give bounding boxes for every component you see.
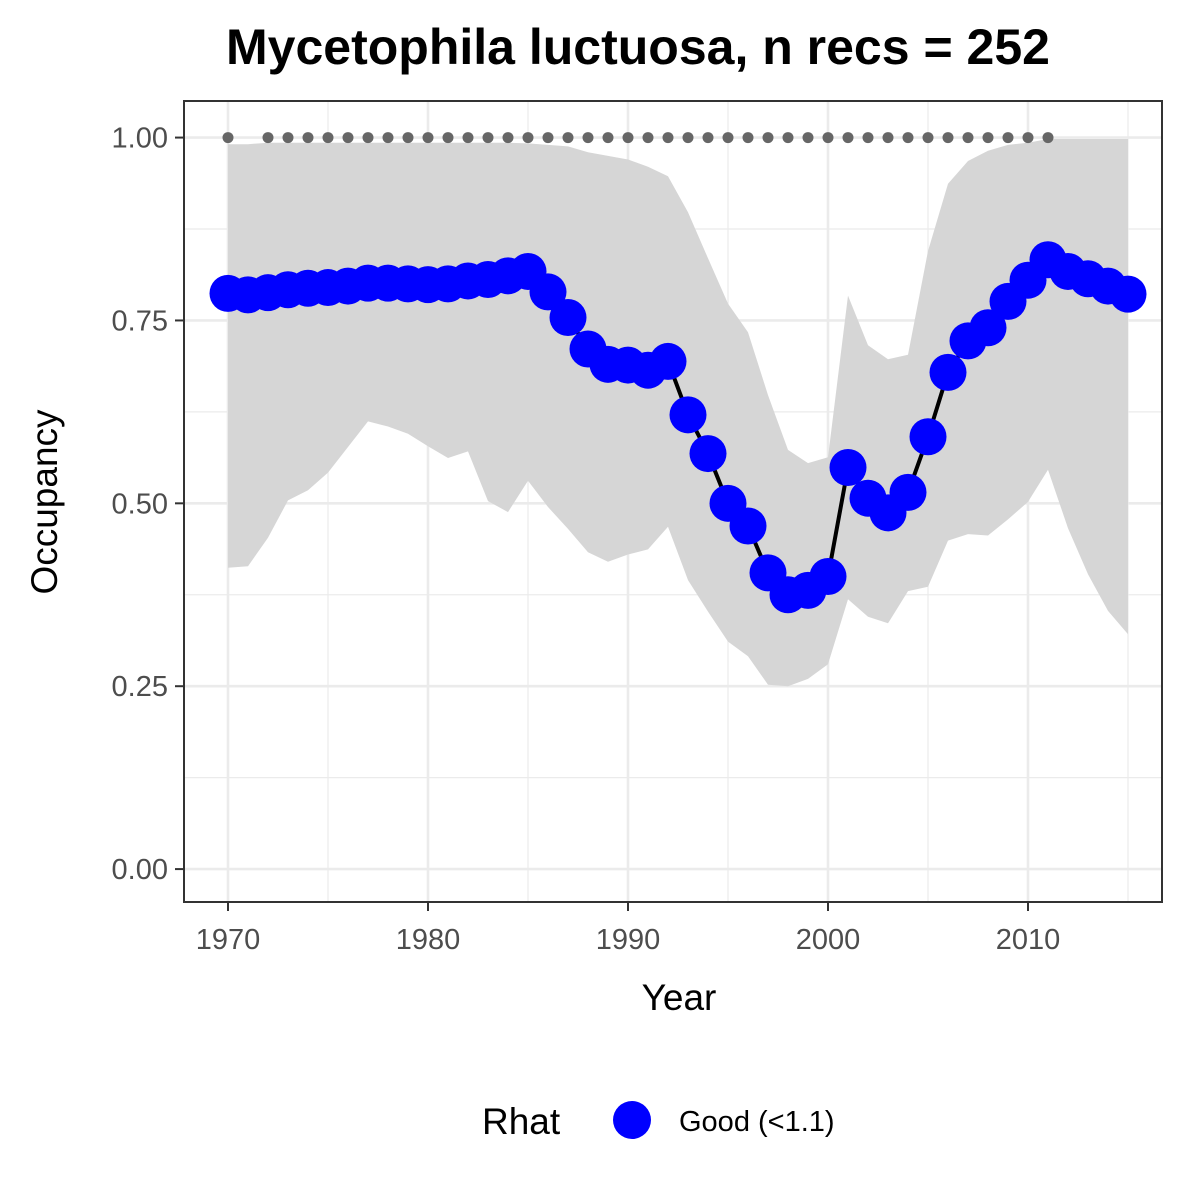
record-dot	[702, 132, 714, 144]
legend: Rhat Good (<1.1)	[482, 1101, 835, 1142]
legend-label-good: Good (<1.1)	[679, 1106, 835, 1138]
data-point	[829, 448, 867, 486]
record-dot	[502, 132, 514, 144]
y-tick-label: 0.25	[112, 671, 168, 703]
record-dot	[722, 132, 734, 144]
x-axis: 1970 1980 1990 2000 2010	[196, 902, 1061, 956]
data-point	[909, 418, 947, 456]
record-dot	[462, 132, 474, 144]
x-tick-label: 2000	[796, 924, 861, 956]
record-dot	[862, 132, 874, 144]
legend-key-good	[613, 1101, 651, 1139]
record-dot	[322, 132, 334, 144]
x-axis-title: Year	[642, 977, 717, 1018]
record-dot	[542, 132, 554, 144]
y-axis-title: Occupancy	[24, 409, 65, 595]
data-point	[529, 273, 567, 311]
x-tick-label: 1980	[396, 924, 461, 956]
record-dot	[682, 132, 694, 144]
record-dot	[1042, 132, 1054, 144]
y-tick-label: 1.00	[112, 123, 168, 155]
data-point	[729, 507, 767, 545]
data-point	[889, 473, 927, 511]
data-point	[929, 353, 967, 391]
chart-title: Mycetophila luctuosa, n recs = 252	[226, 19, 1050, 75]
record-dots	[222, 132, 1054, 144]
x-tick-label: 1990	[596, 924, 661, 956]
panel-border	[183, 100, 1163, 903]
record-dot	[642, 132, 654, 144]
record-dot	[442, 132, 454, 144]
record-dot	[262, 132, 274, 144]
record-dot	[1002, 132, 1014, 144]
record-dot	[882, 132, 894, 144]
record-dot	[942, 132, 954, 144]
occupancy-points	[209, 241, 1147, 614]
record-dot	[922, 132, 934, 144]
record-dot	[382, 132, 394, 144]
data-point	[969, 309, 1007, 347]
record-dot	[962, 132, 974, 144]
record-dot	[482, 132, 494, 144]
record-dot	[822, 132, 834, 144]
record-dot	[662, 132, 674, 144]
record-dot	[222, 132, 234, 144]
record-dot	[582, 132, 594, 144]
record-dot	[1022, 132, 1034, 144]
record-dot	[742, 132, 754, 144]
data-point	[809, 557, 847, 595]
record-dot	[602, 132, 614, 144]
record-dot	[342, 132, 354, 144]
record-dot	[522, 132, 534, 144]
record-dot	[842, 132, 854, 144]
x-tick-label: 1970	[196, 924, 261, 956]
record-dot	[762, 132, 774, 144]
data-point	[689, 435, 727, 473]
record-dot	[782, 132, 794, 144]
record-dot	[282, 132, 294, 144]
record-dot	[402, 132, 414, 144]
record-dot	[802, 132, 814, 144]
data-point	[549, 299, 587, 337]
y-tick-label: 0.75	[112, 305, 168, 337]
data-point	[649, 342, 687, 380]
data-point	[669, 396, 707, 434]
record-dot	[982, 132, 994, 144]
plot-panel	[183, 100, 1163, 903]
x-tick-label: 2010	[996, 924, 1061, 956]
y-tick-label: 0.00	[112, 854, 168, 886]
record-dot	[562, 132, 574, 144]
record-dot	[422, 132, 434, 144]
record-dot	[302, 132, 314, 144]
legend-title: Rhat	[482, 1101, 561, 1142]
record-dot	[902, 132, 914, 144]
record-dot	[362, 132, 374, 144]
y-axis: 0.00 0.25 0.50 0.75 1.00	[112, 123, 184, 886]
data-point	[1109, 275, 1147, 313]
y-tick-label: 0.50	[112, 488, 168, 520]
record-dot	[622, 132, 634, 144]
